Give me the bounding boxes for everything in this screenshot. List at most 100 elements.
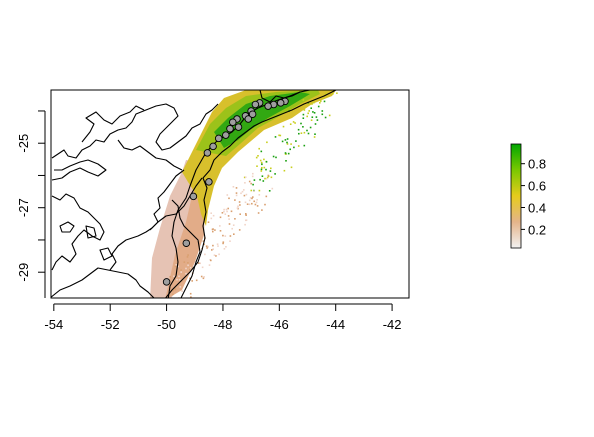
- band-pixel: [287, 152, 290, 155]
- band-pixel: [211, 228, 214, 231]
- band-pixel: [250, 182, 252, 185]
- band-pixel: [263, 166, 266, 169]
- band-pixel: [270, 167, 272, 170]
- band-pixel: [261, 163, 263, 166]
- band-pixel: [303, 131, 306, 134]
- band-pixel: [223, 208, 225, 211]
- band-pixel: [199, 262, 201, 265]
- band-pixel: [275, 156, 277, 159]
- band-pixel: [201, 266, 204, 269]
- band-pixel: [278, 134, 280, 137]
- band-pixel: [210, 212, 212, 214]
- band-pixel: [302, 117, 305, 119]
- band-pixel: [224, 235, 227, 237]
- band-pixel: [227, 207, 229, 210]
- band-pixel: [187, 262, 189, 264]
- band-pixel: [223, 248, 226, 250]
- band-pixel: [263, 158, 265, 161]
- x-tick-label: -42: [383, 317, 402, 332]
- band-pixel: [292, 121, 295, 123]
- band-pixel: [256, 205, 259, 207]
- band-pixel: [257, 212, 260, 214]
- band-pixel: [231, 227, 233, 230]
- band-pixel: [179, 286, 182, 288]
- band-pixel: [324, 116, 327, 119]
- occurrence-points: [162, 97, 289, 286]
- band-pixel: [212, 230, 214, 233]
- band-pixel: [214, 229, 216, 231]
- occurrence-point: [182, 239, 191, 247]
- inland-river-upper-2: [51, 159, 107, 181]
- band-pixel: [229, 235, 232, 237]
- band-pixel: [320, 100, 322, 102]
- occurrence-point: [229, 118, 237, 126]
- band-pixel: [232, 186, 235, 188]
- band-pixel: [249, 197, 252, 199]
- y-tick-label: -27: [16, 198, 31, 217]
- band-pixel: [315, 116, 318, 118]
- band-pixel: [253, 190, 255, 192]
- inland-boundary-west: [51, 193, 105, 271]
- y-tick-label: -25: [16, 134, 31, 153]
- legend-tick-label: 0.6: [528, 179, 546, 194]
- band-pixel: [187, 264, 189, 267]
- band-pixel: [172, 289, 174, 292]
- band-pixel: [248, 203, 251, 206]
- band-pixel: [198, 262, 200, 264]
- band-pixel: [316, 119, 319, 121]
- band-pixel: [257, 155, 259, 157]
- band-pixel: [300, 122, 302, 125]
- band-pixel: [258, 194, 261, 196]
- state-boundary-inner: [167, 91, 301, 298]
- band-pixel: [284, 139, 287, 141]
- band-pixel: [259, 178, 261, 181]
- legend-tick-label: 0.2: [528, 222, 546, 237]
- band-pixel: [219, 230, 222, 232]
- band-pixel: [279, 134, 282, 137]
- band-pixel: [286, 143, 289, 145]
- band-pixel: [313, 112, 316, 114]
- band-pixel: [228, 197, 230, 200]
- occurrence-point: [234, 123, 243, 131]
- band-pixel: [244, 201, 247, 204]
- occurrence-point: [264, 102, 272, 110]
- x-tick-label: -50: [157, 317, 176, 332]
- band-pixel: [255, 156, 258, 159]
- band-pixel: [211, 249, 213, 251]
- band-pixel: [232, 224, 235, 226]
- band-pixel: [245, 193, 248, 196]
- band-pixel: [251, 197, 253, 200]
- band-pixel: [239, 213, 241, 215]
- band-pixel: [266, 141, 268, 144]
- band-pixel: [238, 229, 241, 231]
- band-pixel: [189, 277, 191, 280]
- band-pixel: [312, 111, 314, 113]
- band-pixel: [189, 266, 192, 269]
- band-pixel: [210, 217, 213, 220]
- band-pixel: [261, 175, 264, 177]
- band-pixel: [311, 103, 313, 105]
- band-pixel: [267, 174, 270, 177]
- band-pixel: [180, 271, 182, 273]
- band-pixel: [243, 194, 246, 197]
- band-pixel: [180, 269, 182, 271]
- band-pixel: [283, 169, 286, 172]
- band-pixel: [274, 173, 276, 175]
- x-tick-label: -52: [101, 317, 120, 332]
- band-pixel: [302, 99, 305, 101]
- band-pixel: [328, 114, 331, 117]
- band-pixel: [261, 167, 263, 169]
- band-pixel: [284, 153, 287, 155]
- band-pixel: [212, 244, 214, 247]
- band-pixel: [313, 101, 315, 104]
- band-pixel: [282, 125, 285, 128]
- band-pixel: [255, 201, 258, 204]
- band-pixel: [221, 212, 224, 214]
- lagoon-outline: [171, 199, 201, 298]
- band-pixel: [265, 177, 268, 180]
- band-pixel: [314, 133, 316, 135]
- band-pixel: [244, 223, 246, 226]
- band-pixel: [188, 268, 190, 271]
- band-pixel: [245, 213, 247, 215]
